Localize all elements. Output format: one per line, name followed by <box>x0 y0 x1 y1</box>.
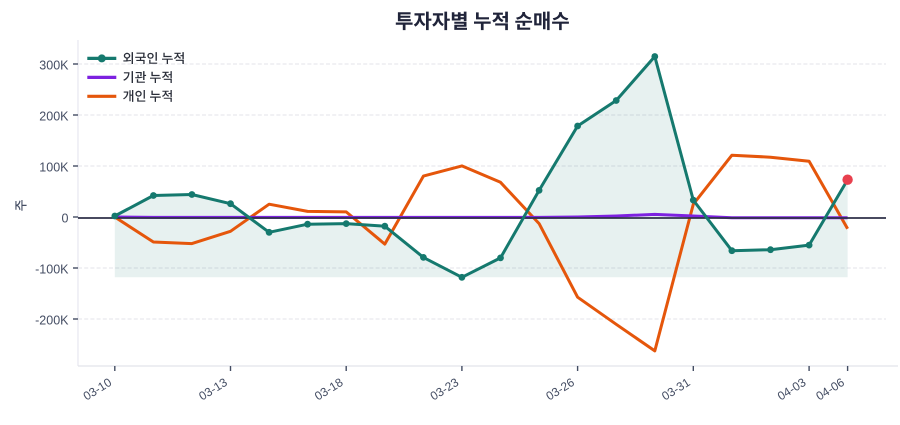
svg-text:0: 0 <box>62 212 69 226</box>
svg-text:-100K: -100K <box>35 263 69 277</box>
svg-text:200K: 200K <box>39 110 69 124</box>
svg-text:100K: 100K <box>39 161 69 175</box>
svg-text:-200K: -200K <box>35 314 69 328</box>
svg-text:300K: 300K <box>39 59 69 73</box>
